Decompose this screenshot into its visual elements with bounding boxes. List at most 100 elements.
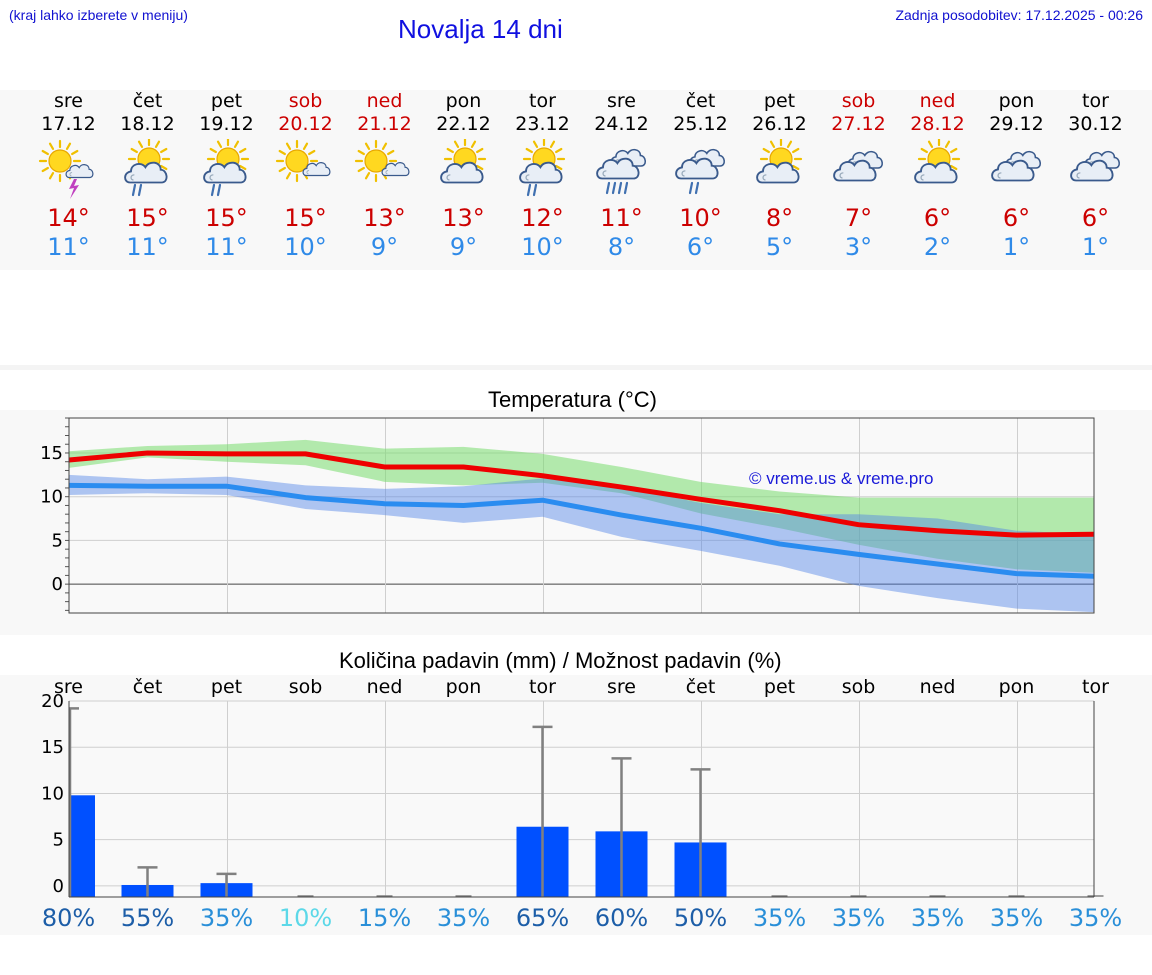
cloud-icon bbox=[1056, 136, 1136, 204]
max-temperature: 10° bbox=[679, 204, 722, 232]
y-tick-label: 5 bbox=[52, 530, 63, 551]
max-temperature: 7° bbox=[844, 204, 873, 232]
day-axis-label: sre bbox=[54, 676, 83, 698]
max-temperature: 6° bbox=[1002, 204, 1031, 232]
day-axis-label: sob bbox=[842, 676, 876, 698]
max-temperature: 12° bbox=[521, 204, 564, 232]
precipitation-probability: 55% bbox=[121, 904, 174, 932]
y-tick-label: 0 bbox=[52, 574, 63, 595]
day-date: 20.12 bbox=[278, 113, 333, 135]
cloud-icon bbox=[819, 136, 899, 204]
day-name: sre bbox=[607, 90, 636, 112]
day-axis-label: čet bbox=[686, 676, 716, 698]
sun-cloud-icon bbox=[424, 136, 504, 204]
day-name: pon bbox=[445, 90, 482, 112]
min-temperature: 8° bbox=[607, 233, 636, 261]
day-date: 27.12 bbox=[831, 113, 886, 135]
day-name: tor bbox=[529, 90, 556, 112]
y-tick-label: 0 bbox=[53, 876, 64, 897]
precipitation-probability: 35% bbox=[911, 904, 964, 932]
precipitation-probability: 35% bbox=[437, 904, 490, 932]
day-column: tor 30.12 6° 1° bbox=[1056, 90, 1136, 261]
min-temperature: 1° bbox=[1002, 233, 1031, 261]
page-title: Novalja 14 dni bbox=[398, 14, 563, 44]
day-name: čet bbox=[685, 90, 716, 112]
max-temperature: 13° bbox=[363, 204, 406, 232]
sun-cloud-rain-icon bbox=[503, 136, 583, 204]
min-temperature: 3° bbox=[844, 233, 873, 261]
day-axis-label: pet bbox=[211, 676, 242, 698]
day-axis-label: pon bbox=[446, 676, 482, 698]
day-date: 25.12 bbox=[673, 113, 728, 135]
max-temperature: 15° bbox=[205, 204, 248, 232]
sun-small-cloud-icon bbox=[266, 136, 346, 204]
last-updated: Zadnja posodobitev: 17.12.2025 - 00:26 bbox=[895, 7, 1143, 23]
day-column: pon 22.12 13° 9° bbox=[424, 90, 504, 261]
min-range-band bbox=[69, 474, 1094, 613]
min-temperature: 11° bbox=[47, 233, 90, 261]
temperature-chart-title: Temperatura (°C) bbox=[488, 387, 657, 412]
day-column: čet 18.12 15° 11° bbox=[108, 90, 188, 261]
day-column: ned 28.12 6° 2° bbox=[898, 90, 978, 261]
min-temperature: 9° bbox=[370, 233, 399, 261]
precipitation-bar bbox=[69, 795, 95, 897]
max-temperature: 6° bbox=[1081, 204, 1110, 232]
day-column: čet 25.12 10° 6° bbox=[661, 90, 741, 261]
day-name: pet bbox=[210, 90, 243, 112]
max-range-band bbox=[69, 439, 1094, 573]
day-date: 23.12 bbox=[515, 113, 570, 135]
day-name: tor bbox=[1082, 90, 1109, 112]
y-tick-label: 10 bbox=[40, 487, 63, 508]
max-temperature-line bbox=[68, 450, 1095, 538]
sun-small-cloud-icon bbox=[345, 136, 425, 204]
min-temperature-line bbox=[68, 482, 1095, 579]
day-column: sob 27.12 7° 3° bbox=[819, 90, 899, 261]
day-axis-label: pet bbox=[764, 676, 795, 698]
day-column: pon 29.12 6° 1° bbox=[977, 90, 1057, 261]
temperature-plot-frame bbox=[68, 417, 1095, 614]
max-temperature: 13° bbox=[442, 204, 485, 232]
sun-cloud-icon bbox=[898, 136, 978, 204]
min-temperature: 6° bbox=[686, 233, 715, 261]
precipitation-probability: 10% bbox=[279, 904, 332, 932]
precipitation-probability: 65% bbox=[516, 904, 569, 932]
precipitation-probability: 35% bbox=[753, 904, 806, 932]
day-column: sre 17.12 14° 11° bbox=[29, 90, 109, 261]
daily-forecast-band bbox=[0, 90, 1152, 270]
sun-cloud-rain-icon bbox=[108, 136, 188, 204]
day-name: sob bbox=[841, 90, 876, 112]
min-temperature: 1° bbox=[1081, 233, 1110, 261]
min-temperature: 2° bbox=[923, 233, 952, 261]
cloud-icon bbox=[977, 136, 1057, 204]
day-date: 19.12 bbox=[199, 113, 254, 135]
max-temperature: 6° bbox=[923, 204, 952, 232]
location-menu-note: (kraj lahko izberete v meniju) bbox=[9, 7, 188, 23]
day-axis-label: tor bbox=[529, 676, 556, 698]
max-temperature: 11° bbox=[600, 204, 643, 232]
precipitation-probability: 60% bbox=[595, 904, 648, 932]
day-date: 29.12 bbox=[989, 113, 1044, 135]
max-temperature: 8° bbox=[765, 204, 794, 232]
day-column: ned 21.12 13° 9° bbox=[345, 90, 425, 261]
precipitation-probability: 35% bbox=[990, 904, 1043, 932]
precipitation-chart-title: Količina padavin (mm) / Možnost padavin … bbox=[339, 648, 782, 673]
min-temperature: 9° bbox=[449, 233, 478, 261]
y-tick-label: 5 bbox=[53, 830, 64, 851]
sun-cloud-rain-icon bbox=[187, 136, 267, 204]
day-name: čet bbox=[132, 90, 163, 112]
sun-cloud-icon bbox=[740, 136, 820, 204]
copyright-watermark: © vreme.us & vreme.pro bbox=[749, 469, 933, 488]
y-tick-label: 15 bbox=[41, 737, 64, 758]
min-temperature: 10° bbox=[521, 233, 564, 261]
day-axis-label: ned bbox=[920, 676, 956, 698]
day-axis-label: čet bbox=[133, 676, 163, 698]
precipitation-probability: 35% bbox=[1069, 904, 1122, 932]
day-date: 18.12 bbox=[120, 113, 175, 135]
day-name: pet bbox=[763, 90, 796, 112]
day-axis-label: pon bbox=[999, 676, 1035, 698]
min-temperature: 10° bbox=[284, 233, 327, 261]
day-axis-label: sob bbox=[289, 676, 323, 698]
min-temperature: 11° bbox=[126, 233, 169, 261]
day-column: sob 20.12 15° 10° bbox=[266, 90, 346, 261]
precipitation-probability: 35% bbox=[832, 904, 885, 932]
